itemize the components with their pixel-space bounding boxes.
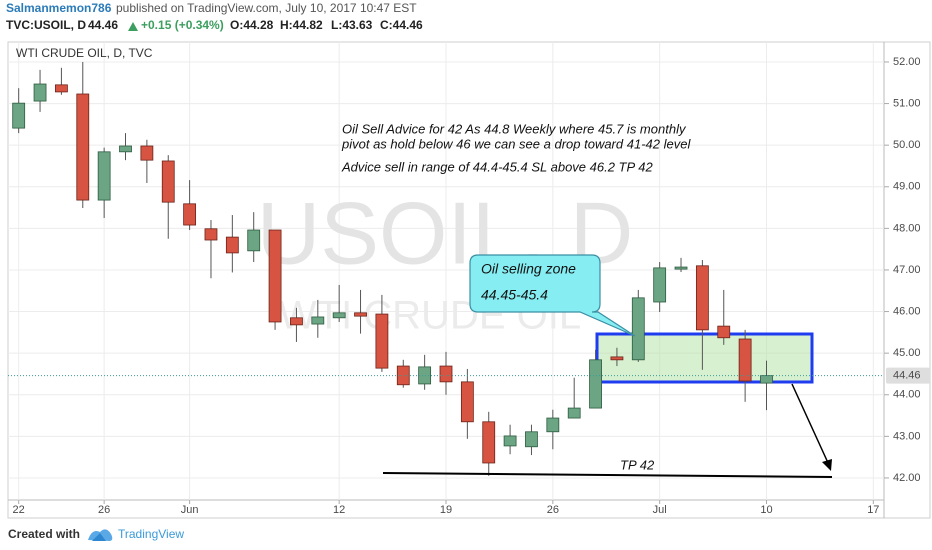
- chart-frame: [7, 41, 931, 519]
- y-tick-label: 51.00: [893, 97, 921, 109]
- candle-body: [439, 365, 453, 383]
- candle-body: [354, 312, 367, 317]
- candle-body: [290, 317, 303, 326]
- candle-body: [418, 366, 432, 385]
- candle-body: [460, 381, 474, 423]
- candle-body: [589, 359, 602, 409]
- x-tick-label: 26: [98, 504, 110, 516]
- high: H:44.82: [280, 18, 323, 32]
- target-label: TP 42: [620, 457, 655, 472]
- candle-body: [311, 316, 325, 325]
- callout-bubble: [469, 254, 636, 337]
- candle-body: [503, 435, 517, 447]
- target-line: [382, 472, 833, 478]
- candle-body: [717, 325, 731, 339]
- candle-body: [567, 407, 581, 419]
- candle-body: [12, 102, 26, 129]
- y-tick-label: 52.00: [893, 56, 921, 68]
- created-with: Created with: [8, 527, 80, 541]
- last-price: 44.46: [88, 18, 118, 32]
- open: O:44.28: [230, 18, 274, 32]
- candle-body: [119, 145, 132, 153]
- annotation: Advice sell in range of 44.4-45.4 SL abo…: [341, 159, 654, 174]
- up-arrow: [128, 22, 138, 31]
- y-tick-label: 43.00: [893, 430, 921, 442]
- y-tick-label: 50.00: [893, 139, 921, 151]
- candle-body: [653, 267, 667, 303]
- candle-body: [525, 431, 538, 448]
- last-price-label: 44.46: [893, 370, 921, 382]
- annotation: pivot as hold below 46 we can see a drop…: [341, 136, 691, 151]
- brand[interactable]: TradingView: [118, 527, 184, 541]
- chart-title: WTI CRUDE OIL, D, TVC: [16, 46, 153, 60]
- x-tick-label: 22: [13, 504, 25, 516]
- y-tick-label: 47.00: [893, 264, 921, 276]
- y-tick-label: 42.00: [893, 472, 921, 484]
- x-tick-label: 17: [867, 504, 879, 516]
- candle-body: [631, 297, 645, 361]
- candle-body: [396, 365, 410, 386]
- candle-body: [268, 229, 282, 323]
- candle-body: [183, 203, 197, 226]
- sell-zone: [595, 332, 814, 384]
- candle-body: [610, 356, 624, 361]
- candle-body: [161, 160, 175, 203]
- x-tick-label: Jun: [181, 504, 199, 516]
- change: +0.15 (+0.34%): [141, 18, 224, 32]
- published: published on TradingView.com, July 10, 2…: [116, 1, 417, 15]
- y-tick-label: 46.00: [893, 305, 921, 317]
- candle-body: [97, 151, 111, 201]
- candle-body: [225, 236, 239, 254]
- candle-body: [76, 93, 90, 201]
- candle-body: [760, 375, 773, 384]
- y-tick-label: 45.00: [893, 347, 921, 359]
- close: C:44.46: [380, 18, 423, 32]
- candle-body: [695, 265, 709, 331]
- x-tick-label: 10: [760, 504, 772, 516]
- target-arrow: [791, 383, 830, 466]
- candle-body: [55, 84, 68, 93]
- x-tick-label: Jul: [653, 504, 667, 516]
- candle-body: [247, 229, 261, 252]
- candle-body: [204, 228, 218, 241]
- brand-logo: [88, 529, 113, 541]
- candle-body: [738, 338, 752, 382]
- candle-body: [33, 83, 47, 102]
- callout-title: Oil selling zone: [481, 261, 576, 277]
- candle-body: [332, 312, 346, 319]
- x-tick-label: 12: [333, 504, 345, 516]
- candle-body: [482, 421, 496, 464]
- candle-body: [546, 417, 560, 433]
- last-price-box: [886, 367, 930, 384]
- candle-body: [140, 145, 154, 161]
- symbol: TVC:USOIL, D: [6, 18, 86, 32]
- arrow-head: [822, 459, 832, 471]
- x-tick-label: 19: [440, 504, 452, 516]
- author[interactable]: Salmanmemon786: [6, 1, 112, 15]
- callout-range: 44.45-45.4: [481, 287, 548, 303]
- low: L:43.63: [331, 18, 373, 32]
- y-tick-label: 48.00: [893, 222, 921, 234]
- candle-body: [375, 313, 389, 369]
- x-tick-label: 26: [547, 504, 559, 516]
- y-tick-label: 44.00: [893, 389, 921, 401]
- candle-body: [674, 266, 688, 270]
- y-tick-label: 49.00: [893, 181, 921, 193]
- annotation: Oil Sell Advice for 42 As 44.8 Weekly wh…: [342, 121, 687, 136]
